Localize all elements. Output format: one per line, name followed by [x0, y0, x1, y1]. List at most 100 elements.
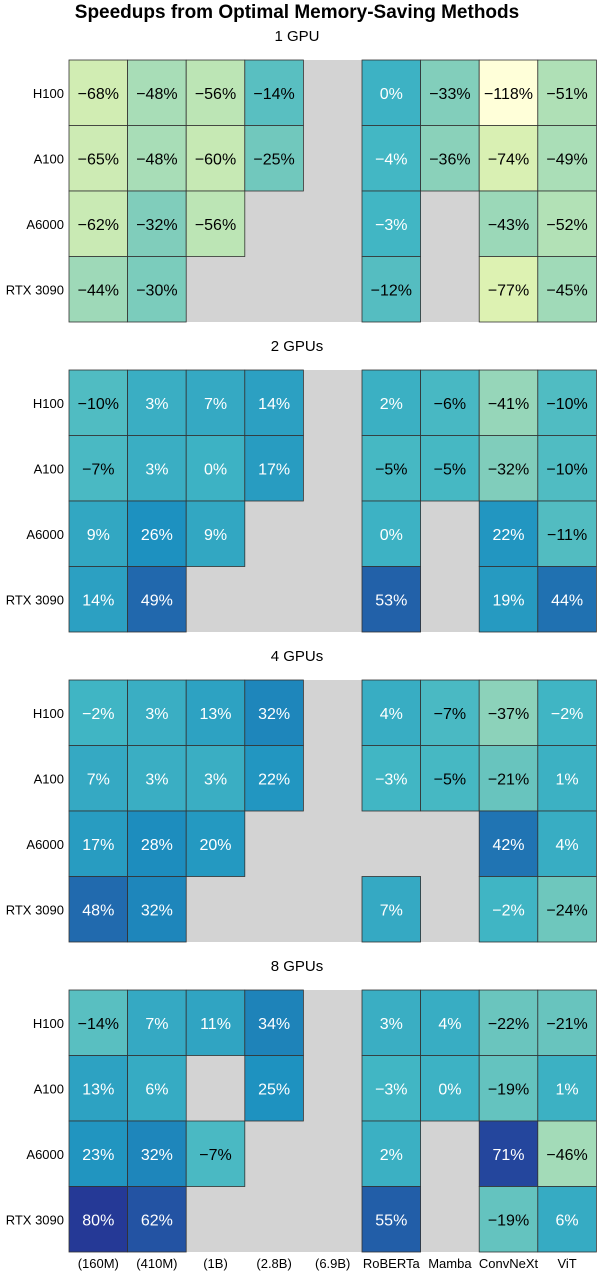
heatmap-cell — [127, 435, 187, 502]
cell-value-label: −2% — [551, 706, 583, 723]
heatmap-cell — [537, 1120, 597, 1187]
cell-value-label: −45% — [546, 282, 587, 299]
cell-value-label: 17% — [258, 461, 290, 478]
column-label-6-9b: (6.9B) — [315, 1256, 350, 1271]
panel-4-gpus: 4 GPUs H100 A100 A6000 RTX 3090 −2% 3% 13% 32% 4%… — [6, 648, 597, 943]
heatmap-cell — [420, 435, 480, 502]
heatmap-cell — [537, 1186, 597, 1253]
cell-value-label: −52% — [546, 217, 587, 234]
cell-value-label: 11% — [200, 1016, 231, 1033]
cell-value-label: −3% — [375, 1081, 407, 1098]
column-label-410m: (410M) — [136, 1256, 177, 1271]
cell-value-label: −10% — [546, 461, 587, 478]
cell-value-label: 49% — [141, 592, 173, 609]
heatmap-cell — [361, 125, 421, 192]
heatmap-cell — [420, 125, 480, 192]
heatmap-cell — [127, 1055, 187, 1122]
heatmap-cell — [478, 876, 539, 943]
row-label-rtx-3090: RTX 3090 — [6, 902, 64, 917]
cell-value-label: 14% — [82, 592, 114, 609]
row-label-a6000: A6000 — [26, 217, 64, 232]
heatmap-cell — [478, 256, 539, 323]
column-label-vit: ViT — [557, 1256, 576, 1271]
heatmap-cell — [537, 1055, 597, 1122]
cell-value-label: 6% — [145, 1081, 168, 1098]
heatmap-cell — [361, 256, 421, 323]
heatmap-cell — [537, 190, 597, 257]
row-label-a100: A100 — [34, 771, 64, 786]
panel-8-gpus: 8 GPUs H100 A100 A6000 RTX 3090 −14% 7% 11% 34% 3… — [6, 958, 597, 1253]
heatmap-cell — [127, 876, 187, 943]
cell-value-label: 0% — [438, 1081, 461, 1098]
row-label-h100: H100 — [33, 86, 64, 101]
heatmap-cell — [361, 566, 421, 633]
cell-value-label: −5% — [434, 461, 466, 478]
cell-value-label: −6% — [434, 396, 466, 413]
heatmap-cell — [361, 369, 421, 436]
heatmap-cell — [420, 679, 480, 746]
cell-value-label: −118% — [484, 86, 533, 103]
heatmap-cell — [478, 566, 539, 633]
cell-value-label: −7% — [82, 461, 114, 478]
cell-value-label: 1% — [556, 771, 579, 788]
heatmap-cell — [185, 190, 246, 257]
cell-value-label: 80% — [82, 1212, 114, 1229]
heatmap-cell — [127, 190, 187, 257]
cell-value-label: −36% — [429, 151, 470, 168]
cell-value-label: 42% — [492, 837, 524, 854]
cell-value-label: 44% — [551, 592, 583, 609]
heatmap-cell — [244, 745, 304, 812]
heatmap-cell — [68, 59, 128, 126]
heatmap-cell — [68, 566, 128, 633]
cell-value-label: 7% — [145, 1016, 168, 1033]
cell-value-label: −14% — [253, 86, 294, 103]
column-label-2-8b: (2.8B) — [256, 1256, 291, 1271]
cell-value-label: −33% — [429, 86, 470, 103]
row-label-a6000: A6000 — [26, 527, 64, 542]
heatmap-cell — [68, 679, 128, 746]
cell-value-label: 13% — [82, 1081, 114, 1098]
heatmap-cell — [478, 435, 539, 502]
cell-value-label: 19% — [492, 592, 524, 609]
heatmap-cell — [361, 1186, 421, 1253]
cell-value-label: −48% — [136, 151, 177, 168]
heatmap-panels: 1 GPU H100 A100 A6000 RTX 3090 −68% −48% −56% −1… — [6, 28, 597, 1253]
cell-value-label: −51% — [546, 86, 587, 103]
heatmap-cell — [127, 1120, 187, 1187]
cell-value-label: 22% — [258, 771, 290, 788]
heatmap-cell — [478, 190, 539, 257]
heatmap-cell — [478, 1055, 539, 1122]
cell-value-label: −5% — [434, 771, 466, 788]
row-label-a100: A100 — [34, 151, 64, 166]
heatmap-cell — [68, 745, 128, 812]
heatmap-cell — [478, 369, 539, 436]
row-label-a6000: A6000 — [26, 1147, 64, 1162]
heatmap-cell — [478, 679, 539, 746]
cell-value-label: 0% — [204, 461, 227, 478]
cell-value-label: −44% — [78, 282, 119, 299]
cell-value-label: −21% — [488, 771, 529, 788]
heatmap-cell — [537, 59, 597, 126]
heatmap-cell — [185, 745, 246, 812]
cell-value-label: 28% — [141, 837, 173, 854]
heatmap-cell — [185, 59, 246, 126]
column-label-convnext: ConvNeXt — [479, 1256, 539, 1271]
cell-value-label: 4% — [556, 837, 579, 854]
heatmap-cell — [478, 59, 539, 126]
cell-value-label: −65% — [78, 151, 119, 168]
column-labels: (160M) (410M) (1B) (2.8B) (6.9B) RoBERTa Mamba… — [78, 1256, 577, 1271]
cell-value-label: 6% — [556, 1212, 579, 1229]
cell-value-label: −5% — [375, 461, 407, 478]
cell-value-label: −56% — [195, 86, 236, 103]
heatmap-cell — [361, 435, 421, 502]
cell-value-label: 32% — [258, 706, 290, 723]
row-label-h100: H100 — [33, 1016, 64, 1031]
heatmap-cell — [478, 745, 539, 812]
panel-1-gpu: 1 GPU H100 A100 A6000 RTX 3090 −68% −48% −56% −1… — [6, 28, 597, 323]
heatmap-cell — [68, 989, 128, 1056]
cell-value-label: 53% — [375, 592, 407, 609]
cell-value-label: −2% — [82, 706, 114, 723]
heatmap-cell — [537, 369, 597, 436]
cell-value-label: 22% — [492, 527, 524, 544]
cell-value-label: 3% — [145, 771, 168, 788]
